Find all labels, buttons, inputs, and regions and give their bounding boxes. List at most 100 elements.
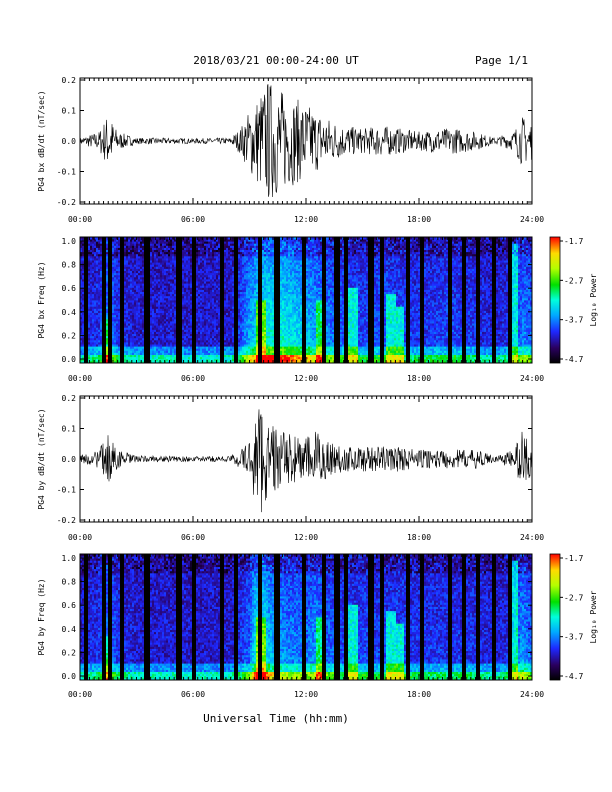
spectrogram-cell [156, 314, 159, 318]
spectrogram-cell [176, 289, 179, 292]
spectrogram-cell [98, 239, 101, 242]
spectrogram-cell [186, 337, 189, 341]
spectrogram-cell [128, 243, 131, 246]
y-tick-label: -0.1 [57, 168, 76, 177]
spectrogram-cell [172, 314, 175, 318]
spectrogram-cell [188, 318, 191, 322]
spectrogram-cell [142, 266, 145, 269]
spectrogram-cell [90, 346, 93, 349]
spectrogram-cell [112, 327, 115, 330]
spectrogram-cell [86, 283, 89, 286]
spectrogram-cell [140, 304, 143, 307]
spectrogram-cell [192, 291, 195, 295]
spectrogram-cell [110, 329, 113, 332]
spectrogram-cell [86, 245, 89, 248]
spectrogram-cell [158, 350, 161, 353]
spectrogram-cell [154, 281, 157, 284]
spectrogram-cell [128, 331, 131, 334]
spectrogram-cell [94, 272, 97, 276]
spectrogram-cell [170, 342, 173, 345]
spectrogram-cell [122, 291, 125, 295]
spectrogram-cell [178, 297, 181, 301]
x-tick-label: 06:00 [181, 215, 205, 224]
spectrogram-cell [170, 325, 173, 328]
spectrogram-cell [132, 312, 135, 316]
spectrogram-cell [142, 251, 145, 255]
spectrogram-cell [202, 331, 205, 334]
spectrogram-cell [164, 291, 167, 295]
spectrogram-cell [114, 344, 117, 347]
spectrogram-cell [140, 285, 143, 288]
spectrogram-cell [84, 327, 87, 330]
spectrogram-cell [202, 360, 205, 364]
spectrogram-cell [158, 342, 161, 345]
spectrogram-cell [140, 239, 143, 242]
spectrogram-cell [104, 258, 107, 261]
spectrogram-cell [100, 333, 103, 337]
spectrogram-cell [98, 337, 101, 341]
spectrogram-cell [158, 266, 161, 269]
spectrogram-cell [90, 295, 93, 299]
spectrogram-cell [158, 352, 161, 355]
spectrogram-cell [108, 241, 111, 244]
spectrogram-cell [98, 310, 101, 313]
spectrogram-cell [152, 331, 155, 334]
spectrogram-cell [202, 247, 205, 250]
spectrogram-cell [102, 268, 105, 271]
spectrogram-cell [108, 344, 111, 347]
spectrogram-cell [134, 274, 137, 278]
spectrogram-cell [112, 318, 115, 322]
spectrogram-cell [136, 266, 139, 269]
spectrogram-cell [192, 308, 195, 311]
spectrogram-cell [162, 281, 165, 284]
spectrogram-cell [172, 243, 175, 246]
spectrogram-cell [124, 335, 127, 339]
spectrogram-cell [198, 348, 201, 351]
spectrogram-cell [94, 327, 97, 330]
spectrogram-cell [86, 274, 89, 278]
spectrogram-cell [140, 329, 143, 332]
spectrogram-cell [176, 348, 179, 351]
spectrogram-cell [110, 316, 113, 320]
spectrogram-cell [188, 302, 191, 305]
spectrogram-cell [114, 352, 117, 355]
spectrogram-cell [88, 356, 91, 360]
spectrogram-cell [152, 264, 155, 267]
spectrogram-cell [104, 274, 107, 278]
spectrogram-cell [186, 237, 189, 240]
spectrogram-cell [152, 245, 155, 248]
spectrogram-cell [142, 354, 145, 358]
spectrogram-cell [80, 348, 83, 351]
spectrogram-cell [142, 306, 145, 309]
spectrogram-cell [196, 344, 199, 347]
spectrogram-cell [122, 344, 125, 347]
spectrogram-cell [172, 297, 175, 301]
spectrogram-cell [148, 241, 151, 244]
spectrogram-cell [142, 243, 145, 246]
spectrogram-cell [196, 245, 199, 248]
spectrogram-cell [142, 358, 145, 362]
spectrogram-cell [184, 316, 187, 320]
spectrogram-cell [114, 318, 117, 322]
spectrogram-cell [118, 346, 121, 349]
spectrogram-cell [118, 283, 121, 286]
spectrogram-cell [150, 352, 153, 355]
spectrogram-cell [204, 354, 207, 358]
spectrogram-cell [130, 300, 133, 303]
spectrogram-cell [84, 239, 87, 242]
spectrogram-cell [110, 346, 113, 349]
spectrogram-cell [130, 285, 133, 288]
spectrogram-cell [146, 321, 149, 324]
spectrogram-cell [138, 245, 141, 248]
spectrogram-cell [134, 283, 137, 286]
spectrogram-cell [190, 237, 193, 240]
spectrogram-cell [172, 337, 175, 341]
spectrogram-cell [124, 293, 127, 297]
spectrogram-cell [156, 329, 159, 332]
spectrogram-cell [116, 331, 119, 334]
spectrogram-cell [86, 281, 89, 284]
spectrogram-cell [182, 339, 185, 343]
spectrogram-cell [128, 348, 131, 351]
spectrogram-cell [148, 243, 151, 246]
spectrogram-cell [178, 344, 181, 347]
